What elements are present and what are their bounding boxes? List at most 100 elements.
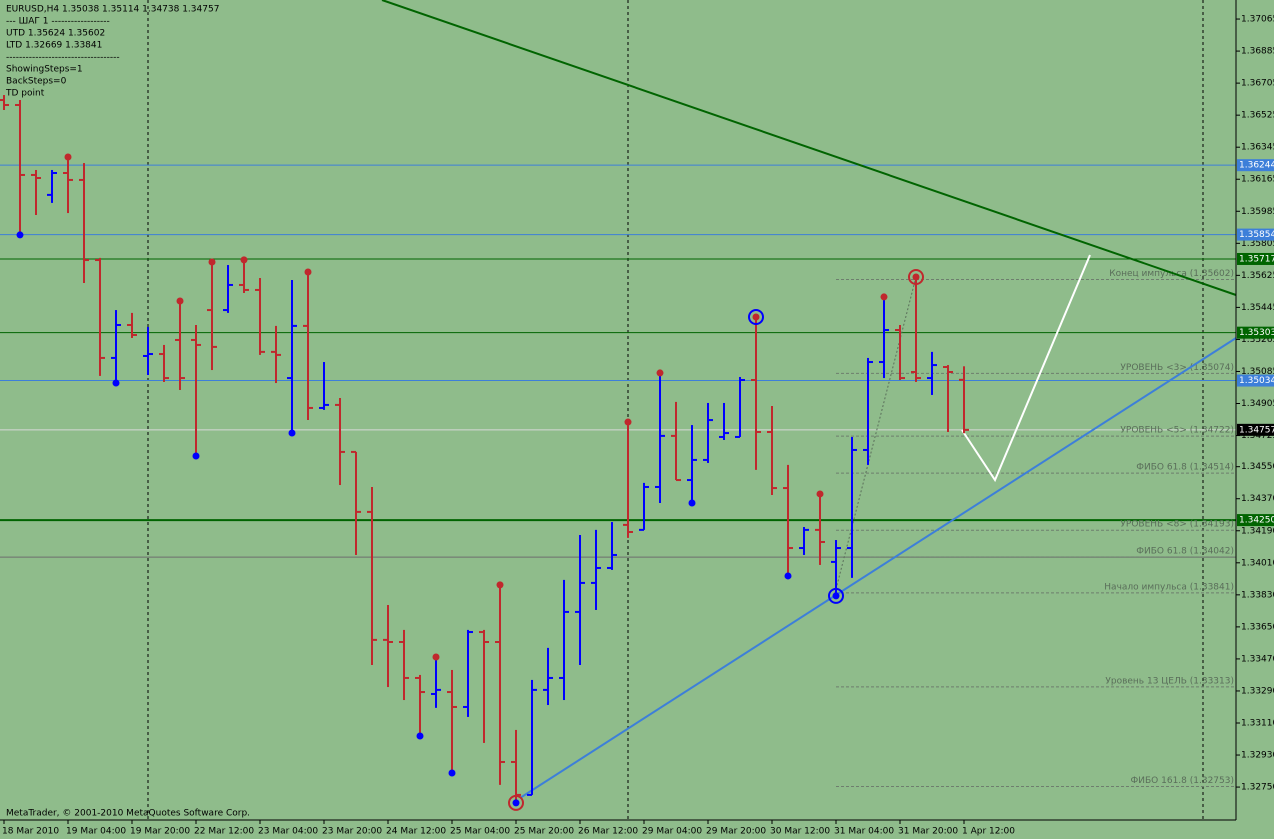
y-tick-label: 1.34905	[1241, 399, 1274, 409]
price-tag	[1237, 252, 1274, 265]
td-high	[624, 418, 632, 426]
td-high	[304, 268, 312, 276]
y-tick-label: 1.33470	[1241, 654, 1274, 664]
x-tick-label: 25 Mar 20:00	[514, 827, 574, 837]
x-tick-label: 26 Mar 12:00	[578, 827, 638, 837]
x-tick-label: 31 Mar 04:00	[834, 827, 894, 837]
td-high	[816, 490, 824, 498]
td-high	[880, 293, 888, 301]
td-high	[752, 313, 760, 321]
annotations: Конец импульса (1.35602) УРОВЕНЬ <3> (1.3…	[836, 269, 1236, 788]
td-low	[192, 452, 200, 460]
td-low	[448, 769, 456, 777]
y-tick-label: 1.37065	[1241, 15, 1274, 25]
annotation-label: Начало импульса (1.33841)	[1104, 582, 1234, 592]
levels	[0, 164, 1236, 558]
y-tick-label: 1.32930	[1241, 751, 1274, 761]
info: EURUSD,H4 1.35038 1.35114 1.34738 1.3475…	[5, 5, 219, 99]
y-tick-label: 1.35085	[1241, 367, 1274, 377]
y-tick-label: 1.32750	[1241, 783, 1274, 793]
price-tag-label: 1.35034	[1239, 376, 1274, 386]
price-axis-bg	[1236, 0, 1274, 839]
td-low	[784, 572, 792, 580]
y-tick-label: 1.33830	[1241, 590, 1274, 600]
td-low	[512, 799, 520, 807]
y-tick-label: 1.34550	[1241, 462, 1274, 472]
td-high	[656, 369, 664, 377]
td-ring	[508, 794, 524, 811]
trend-line	[381, 0, 1237, 296]
annotation-label: ФИБО 61.8 (1.34514)	[1136, 463, 1234, 473]
info-line: BackSteps=0	[6, 77, 67, 87]
y-tick-label: 1.35625	[1241, 271, 1274, 281]
td-high	[176, 297, 184, 305]
y-tick-label: 1.34370	[1241, 494, 1274, 504]
bars	[0, 95, 969, 811]
y-tick-label: 1.35265	[1241, 335, 1274, 345]
annotation-label: УРОВЕНЬ <5> (1.34722)	[1120, 426, 1234, 436]
annotation-label: Уровень 13 ЦЕЛЬ (1.33313)	[1105, 676, 1234, 686]
projection	[961, 254, 1091, 483]
td-high	[64, 153, 72, 161]
td-high	[240, 256, 248, 264]
y-tick-label: 1.33290	[1241, 686, 1274, 696]
x-tick-label: 19 Mar 04:00	[66, 827, 126, 837]
x-tick-label: 19 Mar 20:00	[130, 827, 190, 837]
y-tick-label: 1.34725	[1241, 431, 1274, 441]
x-tick-label: 18 Mar 2010	[2, 827, 59, 837]
annotation-label: УРОВЕНЬ <8> (1.34193)	[1120, 520, 1234, 530]
td-high	[208, 258, 216, 266]
info-line: ShowingSteps=1	[6, 65, 83, 75]
x-tick-label: 1 Apr 12:00	[962, 827, 1015, 837]
axes: 1.37065 1.36885 1.36705 1.36525 1.36345 1.361…	[2, 15, 1274, 837]
price-tag-label: 1.35717	[1239, 254, 1274, 264]
info-line: -----------------------------------	[6, 53, 120, 63]
trend-line	[519, 337, 1237, 799]
x-tick-label: 29 Mar 20:00	[706, 827, 766, 837]
x-tick-label: 30 Mar 12:00	[770, 827, 830, 837]
y-tick-label: 1.35445	[1241, 303, 1274, 313]
td-high	[432, 653, 440, 661]
info-line: --- ШАГ 1 ------------------	[6, 17, 110, 27]
info-line: EURUSD,H4 1.35038 1.35114 1.34738 1.3475…	[6, 5, 219, 15]
annotation-label: УРОВЕНЬ <3> (1.35074)	[1120, 363, 1234, 373]
footer: MetaTrader, © 2001-2010 MetaQuotes Softw…	[6, 809, 250, 819]
price-tag-label: 1.34757	[1239, 425, 1274, 435]
y-tick-label: 1.34010	[1241, 558, 1274, 568]
x-tick-label: 23 Mar 20:00	[322, 827, 382, 837]
td-low	[832, 592, 840, 600]
td-low	[112, 379, 120, 387]
price-tag	[1237, 423, 1274, 436]
y-tick-label: 1.33650	[1241, 622, 1274, 632]
price-tag	[1237, 159, 1274, 172]
annotation-label: ФИБО 161.8 (1.32753)	[1131, 776, 1234, 786]
price-tag-label: 1.35303	[1239, 328, 1274, 338]
period-separators	[147, 0, 1204, 820]
trend-lines	[381, 0, 1237, 799]
td-ring	[908, 268, 924, 285]
td-low	[288, 429, 296, 437]
td-high	[496, 581, 504, 589]
annotation-label: ФИБО 61.8 (1.34042)	[1136, 547, 1234, 557]
price-tag	[1237, 326, 1274, 339]
price-tag-label: 1.34250	[1239, 516, 1274, 526]
td-low	[16, 231, 24, 239]
td-high	[912, 273, 920, 281]
price-tag-label: 1.36244	[1239, 161, 1274, 171]
td-ring	[748, 309, 764, 326]
x-tick-label: 29 Mar 04:00	[642, 827, 702, 837]
price-tag	[1237, 374, 1274, 387]
y-tick-label: 1.35985	[1241, 207, 1274, 217]
price-tag-label: 1.35854	[1239, 230, 1274, 240]
annotation-label: Конец импульса (1.35602)	[1109, 269, 1234, 279]
x-tick-label: 22 Mar 12:00	[194, 827, 254, 837]
info-line: TD point	[5, 89, 45, 99]
y-tick-label: 1.36885	[1241, 47, 1274, 57]
td-ring	[828, 587, 844, 604]
y-tick-label: 1.36705	[1241, 79, 1274, 89]
y-tick-label: 1.36345	[1241, 143, 1274, 153]
y-tick-label: 1.34190	[1241, 526, 1274, 536]
